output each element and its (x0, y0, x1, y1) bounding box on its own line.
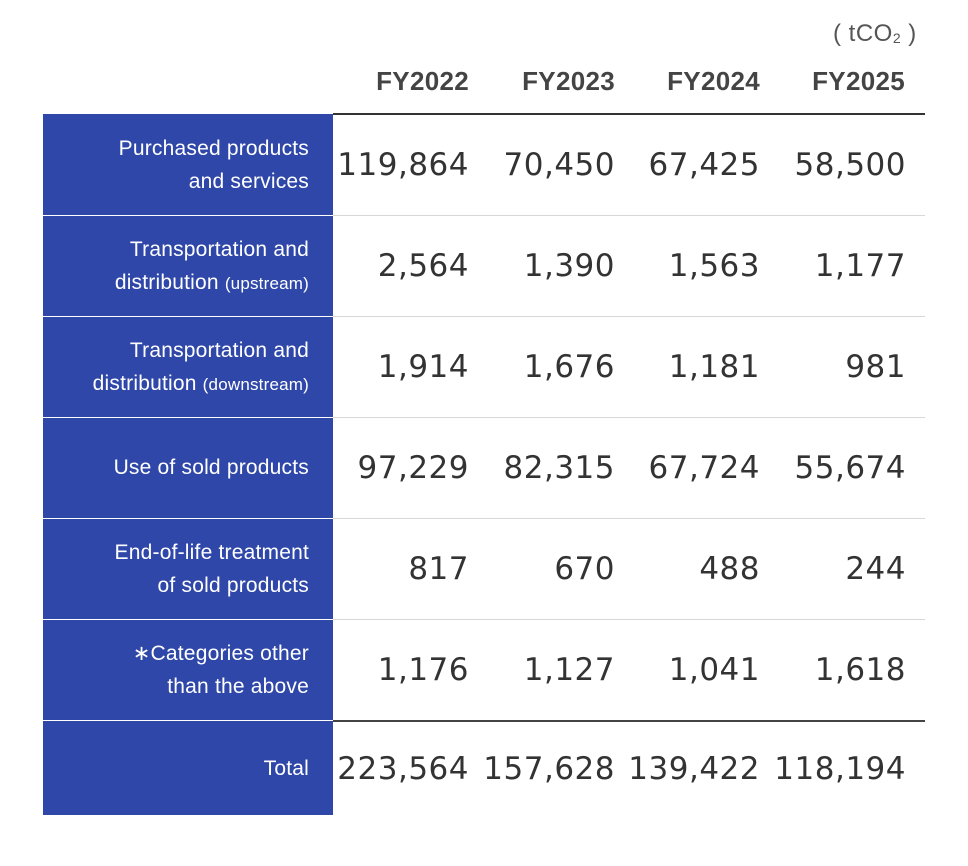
total-value-cell: 118,194 (774, 750, 906, 787)
value-cell: 817 (408, 551, 469, 587)
header-rule (333, 113, 925, 115)
value-cell: 1,618 (814, 652, 906, 688)
table-row: ∗Categories other than the above 1,176 1… (43, 620, 925, 721)
value-cell: 1,176 (377, 652, 469, 688)
value-cell: 82,315 (503, 450, 615, 486)
total-row: Total 223,564 157,628 139,422 118,194 (43, 722, 925, 815)
value-cell: 70,450 (503, 147, 615, 183)
value-cell: 58,500 (794, 147, 906, 183)
value-cell: 1,676 (523, 349, 615, 385)
row-label: Purchased products and services (118, 136, 309, 193)
row-label: Use of sold products (113, 456, 309, 479)
table-row: Purchased products and services 119,864 … (43, 115, 925, 216)
value-cell: 67,724 (648, 450, 760, 486)
value-cell: 1,181 (668, 349, 760, 385)
unit-open: ( tCO (833, 20, 893, 47)
table-row: Transportation and distribution (downstr… (43, 317, 925, 418)
row-divider (43, 316, 333, 317)
row-label: Transportation and distribution (upstrea… (114, 237, 309, 294)
value-cell: 981 (845, 349, 906, 385)
value-cell: 488 (699, 551, 760, 587)
column-header-fy2023: FY2023 (522, 66, 615, 96)
value-cell: 670 (554, 551, 615, 587)
unit-label: ( tCO2 ) (833, 20, 917, 48)
row-divider (333, 619, 925, 620)
unit-close: ) (901, 20, 917, 47)
value-cell: 1,390 (523, 248, 615, 284)
row-divider (333, 518, 925, 519)
value-cell: 67,425 (648, 147, 760, 183)
value-cell: 1,127 (523, 652, 615, 688)
column-header-fy2024: FY2024 (667, 66, 760, 96)
value-cell: 1,563 (668, 248, 760, 284)
value-cell: 1,041 (668, 652, 760, 688)
value-cell: 97,229 (357, 450, 469, 486)
row-divider (43, 215, 333, 216)
row-divider (43, 720, 333, 721)
row-divider (43, 619, 333, 620)
unit-subscript: 2 (892, 30, 902, 46)
value-cell: 119,864 (337, 147, 469, 183)
row-divider (43, 417, 333, 418)
row-divider (333, 316, 925, 317)
value-cell: 2,564 (377, 248, 469, 284)
value-cell: 55,674 (794, 450, 906, 486)
row-divider (333, 215, 925, 216)
table-row: End-of-life treatment of sold products 8… (43, 519, 925, 620)
row-label: Transportation and distribution (downstr… (92, 338, 309, 395)
value-cell: 1,177 (814, 248, 906, 284)
value-cell: 1,914 (377, 349, 469, 385)
total-value-cell: 139,422 (628, 750, 760, 787)
column-header-fy2022: FY2022 (376, 66, 469, 96)
table-row: Use of sold products 97,229 82,315 67,72… (43, 418, 925, 519)
column-header-fy2025: FY2025 (812, 66, 905, 96)
total-value-cell: 223,564 (337, 750, 469, 787)
row-divider (333, 417, 925, 418)
label-column-background (43, 114, 333, 815)
total-rule (333, 720, 925, 722)
total-value-cell: 157,628 (483, 750, 615, 787)
total-label: Total (263, 757, 309, 780)
row-label: ∗Categories other than the above (132, 641, 309, 698)
value-cell: 244 (845, 551, 906, 587)
row-divider (43, 518, 333, 519)
table-row: Transportation and distribution (upstrea… (43, 216, 925, 317)
row-label: End-of-life treatment of sold products (114, 540, 309, 597)
